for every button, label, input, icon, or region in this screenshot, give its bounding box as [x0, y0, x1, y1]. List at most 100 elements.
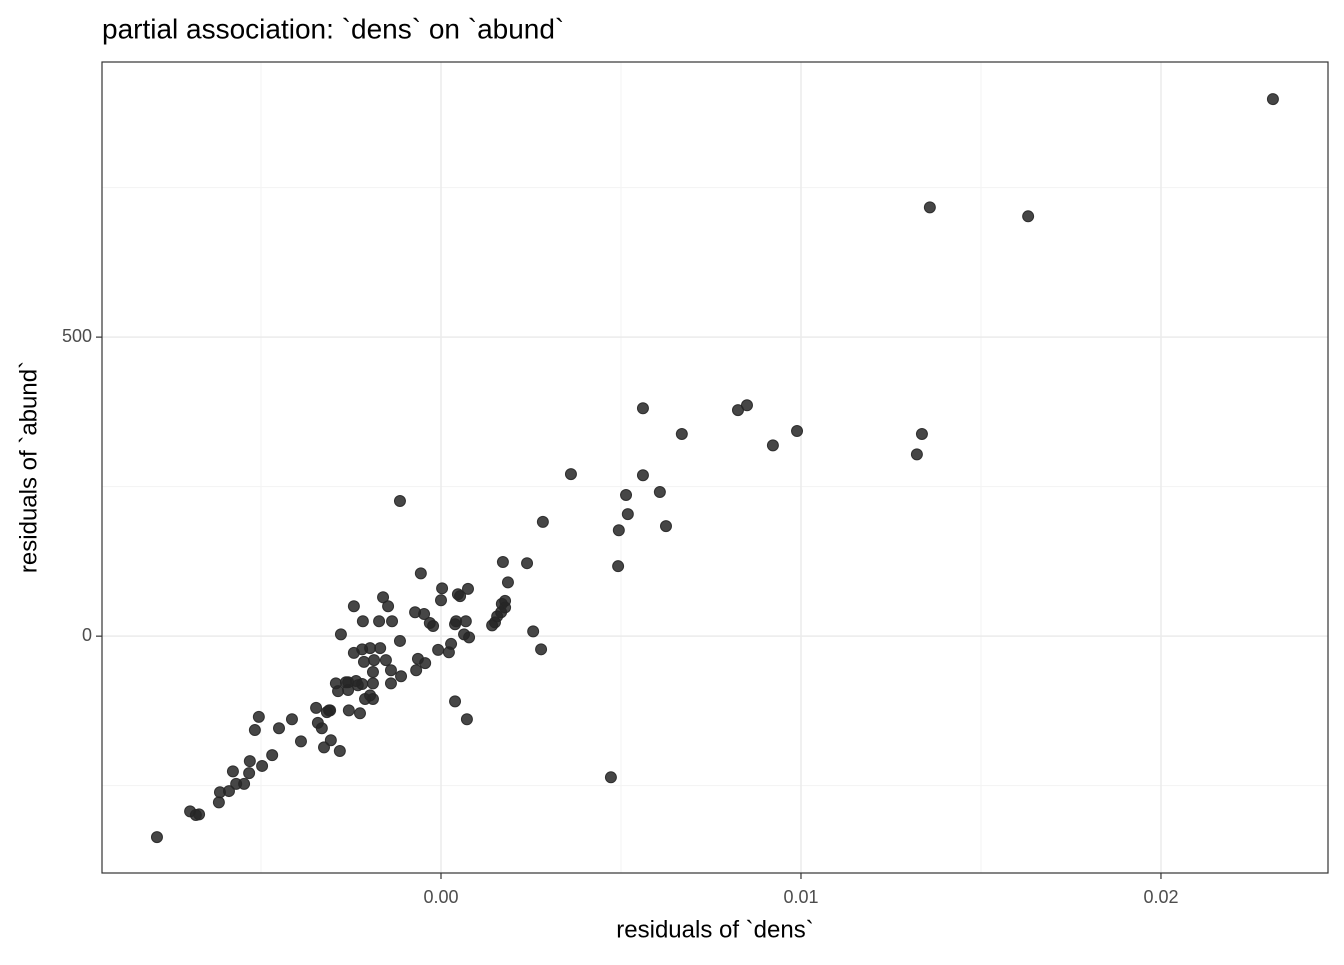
point: [486, 619, 499, 632]
point: [285, 713, 298, 726]
point: [252, 710, 265, 723]
point: [243, 767, 256, 780]
point: [384, 664, 397, 677]
point: [393, 494, 406, 507]
point: [791, 425, 804, 438]
point: [414, 567, 427, 580]
point: [604, 771, 617, 784]
point: [495, 597, 508, 610]
point: [393, 634, 406, 647]
point: [150, 831, 163, 844]
point: [366, 666, 379, 679]
point: [427, 619, 440, 632]
point: [342, 704, 355, 717]
point: [491, 610, 504, 623]
point: [379, 654, 392, 667]
point: [243, 755, 256, 768]
point: [1022, 210, 1035, 223]
point: [419, 657, 432, 670]
point: [324, 734, 337, 747]
point: [333, 744, 346, 757]
y-tick-label: 0: [82, 625, 92, 645]
point: [675, 428, 688, 441]
point: [766, 439, 779, 452]
point: [334, 628, 347, 641]
point: [620, 489, 633, 502]
point: [459, 615, 472, 628]
point: [461, 582, 474, 595]
point: [521, 557, 534, 570]
point: [382, 600, 395, 613]
point: [339, 676, 352, 689]
point: [460, 713, 473, 726]
point: [266, 749, 279, 762]
point: [612, 560, 625, 573]
point: [294, 735, 307, 748]
point: [501, 576, 514, 589]
point: [442, 646, 455, 659]
point: [636, 402, 649, 415]
point: [527, 625, 540, 638]
point: [359, 692, 372, 705]
point: [213, 786, 226, 799]
point: [315, 722, 328, 735]
point: [386, 615, 399, 628]
point: [273, 722, 286, 735]
point: [377, 591, 390, 604]
chart-title: partial association: `dens` on `abund`: [102, 13, 564, 44]
point: [432, 643, 445, 656]
point: [354, 707, 367, 720]
x-tick-label: 0.02: [1143, 887, 1178, 907]
point: [347, 600, 360, 613]
point: [356, 615, 369, 628]
point: [230, 777, 243, 790]
point: [256, 759, 269, 772]
point: [410, 664, 423, 677]
y-axis-label: residuals of `abund`: [15, 361, 42, 573]
point: [434, 594, 447, 607]
point: [659, 520, 672, 533]
point: [350, 675, 363, 688]
point: [310, 701, 323, 714]
point: [366, 677, 379, 690]
panel-border: [101, 61, 1329, 874]
point: [496, 555, 509, 568]
point: [347, 646, 360, 659]
point: [332, 685, 345, 698]
point: [449, 695, 462, 708]
point: [193, 808, 206, 821]
point: [395, 670, 408, 683]
point: [436, 582, 449, 595]
y-tick-label: 500: [62, 326, 92, 346]
point: [368, 654, 381, 667]
x-tick-label: 0.00: [423, 887, 458, 907]
x-tick-label: 0.01: [783, 887, 818, 907]
point: [535, 643, 548, 656]
point: [318, 741, 331, 754]
point: [564, 468, 577, 481]
point: [458, 628, 471, 641]
point: [454, 590, 467, 603]
point: [740, 399, 753, 412]
point: [1266, 93, 1279, 106]
point: [324, 704, 337, 717]
point: [384, 677, 397, 690]
point: [449, 618, 462, 631]
point: [373, 615, 386, 628]
point: [612, 524, 625, 537]
point: [653, 486, 666, 499]
point: [418, 608, 431, 621]
point: [910, 448, 923, 461]
point: [923, 201, 936, 214]
x-axis-label: residuals of `dens`: [616, 916, 813, 943]
point: [374, 642, 387, 655]
point: [357, 655, 370, 668]
point: [536, 515, 549, 528]
point: [915, 428, 928, 441]
point: [636, 469, 649, 482]
point: [212, 796, 225, 809]
point: [226, 765, 239, 778]
point: [621, 508, 634, 521]
point: [248, 724, 261, 737]
